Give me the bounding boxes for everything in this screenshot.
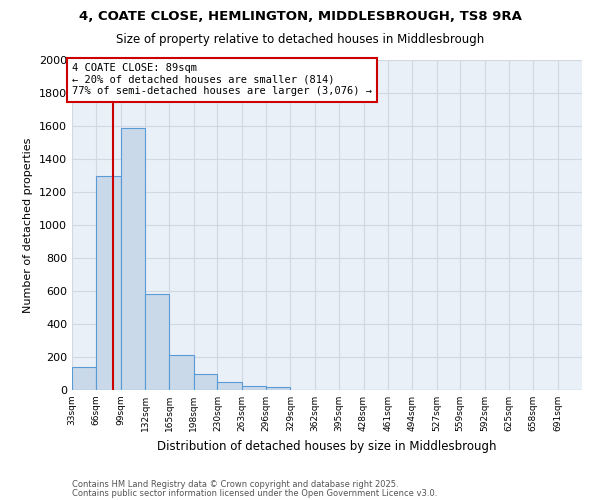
Text: 4 COATE CLOSE: 89sqm
← 20% of detached houses are smaller (814)
77% of semi-deta: 4 COATE CLOSE: 89sqm ← 20% of detached h…	[72, 64, 372, 96]
Text: Size of property relative to detached houses in Middlesbrough: Size of property relative to detached ho…	[116, 32, 484, 46]
Text: Contains public sector information licensed under the Open Government Licence v3: Contains public sector information licen…	[72, 488, 437, 498]
Bar	[121, 128, 145, 390]
Bar	[242, 386, 266, 390]
Bar	[266, 386, 290, 390]
Bar	[97, 176, 121, 390]
Bar	[217, 382, 242, 390]
Text: 4, COATE CLOSE, HEMLINGTON, MIDDLESBROUGH, TS8 9RA: 4, COATE CLOSE, HEMLINGTON, MIDDLESBROUG…	[79, 10, 521, 23]
X-axis label: Distribution of detached houses by size in Middlesbrough: Distribution of detached houses by size …	[157, 440, 497, 452]
Bar	[145, 294, 169, 390]
Bar	[194, 374, 217, 390]
Bar	[169, 354, 194, 390]
Bar	[72, 367, 97, 390]
Text: Contains HM Land Registry data © Crown copyright and database right 2025.: Contains HM Land Registry data © Crown c…	[72, 480, 398, 489]
Y-axis label: Number of detached properties: Number of detached properties	[23, 138, 34, 312]
